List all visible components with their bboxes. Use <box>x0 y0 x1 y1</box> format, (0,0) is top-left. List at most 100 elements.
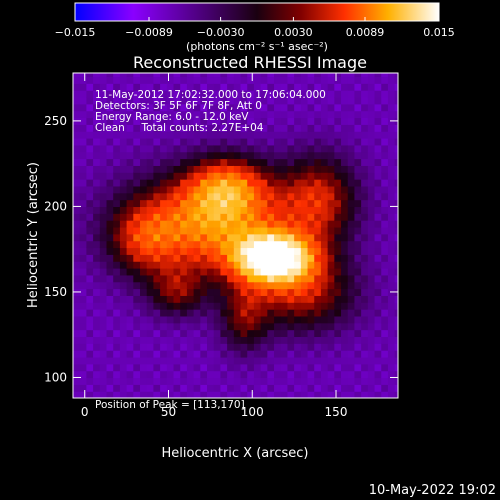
heatmap-cell <box>253 281 262 290</box>
heatmap-cell <box>213 83 222 91</box>
heatmap-cell <box>119 131 128 139</box>
heatmap-cell <box>233 131 242 139</box>
heatmap-cell <box>267 247 275 255</box>
heatmap-cell <box>247 281 255 290</box>
heatmap-cell <box>387 322 396 331</box>
heatmap-cell <box>146 343 155 351</box>
heatmap-cell <box>294 356 302 365</box>
heatmap-cell <box>334 274 342 283</box>
heatmap-cell <box>99 172 108 180</box>
heatmap-cell <box>341 363 349 372</box>
heatmap-cell <box>381 254 389 262</box>
heatmap-cell <box>267 73 275 78</box>
heatmap-cell <box>274 254 282 262</box>
heatmap-cell <box>166 363 175 372</box>
heatmap-cell <box>126 179 134 187</box>
heatmap-cell <box>307 343 315 351</box>
heatmap-cell <box>173 124 181 132</box>
annotation-detectors: Detectors: 3F 5F 6F 7F 8F, Att 0 <box>95 100 262 112</box>
heatmap-cell <box>327 199 335 208</box>
heatmap-cell <box>260 384 268 392</box>
heatmap-cell <box>186 233 195 242</box>
heatmap-cell <box>186 199 195 208</box>
heatmap-cell <box>367 377 376 385</box>
heatmap-cell <box>361 179 369 187</box>
heatmap-cell <box>300 131 309 139</box>
heatmap-cell <box>133 356 141 365</box>
heatmap-cell <box>327 350 335 358</box>
heatmap-cell <box>320 131 329 139</box>
heatmap-cell <box>300 240 309 249</box>
heatmap-cell <box>166 370 175 379</box>
heatmap-cell <box>280 322 289 331</box>
heatmap-cell <box>341 165 349 173</box>
heatmap-cell <box>186 124 195 132</box>
heatmap-image <box>73 73 398 398</box>
heatmap-cell <box>99 343 108 351</box>
heatmap-cell <box>153 151 161 160</box>
heatmap-cell <box>153 254 161 262</box>
heatmap-cell <box>126 73 134 78</box>
heatmap-cell <box>267 329 275 338</box>
heatmap-cell <box>294 124 302 132</box>
heatmap-cell <box>173 329 181 338</box>
heatmap-cell <box>73 295 81 303</box>
heatmap-cell <box>347 268 356 276</box>
heatmap-cell <box>307 151 315 160</box>
heatmap-cell <box>153 83 161 91</box>
heatmap-cell <box>86 343 94 351</box>
heatmap-cell <box>374 363 382 372</box>
heatmap-cell <box>106 158 114 166</box>
heatmap-cell <box>387 220 396 228</box>
heatmap-cell <box>86 90 94 98</box>
heatmap-cell <box>173 73 181 78</box>
heatmap-cell <box>247 73 255 78</box>
heatmap-cell <box>227 302 235 310</box>
heatmap-cell <box>113 384 121 392</box>
heatmap-cell <box>173 391 181 398</box>
heatmap-cell <box>240 110 248 119</box>
heatmap-cell <box>341 96 349 105</box>
heatmap-cell <box>126 165 134 173</box>
heatmap-cell <box>153 76 161 84</box>
heatmap-cell <box>146 240 155 249</box>
heatmap-cell <box>387 199 396 208</box>
heatmap-cell <box>267 165 275 173</box>
heatmap-cell <box>166 110 175 119</box>
heatmap-cell <box>133 281 141 290</box>
heatmap-cell <box>153 206 161 214</box>
heatmap-cell <box>227 268 235 276</box>
heatmap-cell <box>160 165 168 173</box>
heatmap-cell <box>294 329 302 338</box>
heatmap-cell <box>113 370 121 379</box>
heatmap-cell <box>334 199 342 208</box>
heatmap-cell <box>113 151 121 160</box>
heatmap-cell <box>126 356 134 365</box>
heatmap-cell <box>233 281 242 290</box>
heatmap-cell <box>247 384 255 392</box>
heatmap-cell <box>280 179 289 187</box>
heatmap-cell <box>367 302 376 310</box>
heatmap-cell <box>113 206 121 214</box>
heatmap-cell <box>374 172 382 180</box>
heatmap-cell <box>267 391 275 398</box>
heatmap-cell <box>361 254 369 262</box>
heatmap-cell <box>260 350 268 358</box>
heatmap-cell <box>173 384 181 392</box>
heatmap-cell <box>307 261 315 269</box>
heatmap-cell <box>367 336 376 344</box>
colorbar-ticks: −0.015 −0.0089 −0.0030 0.0030 0.0089 0.015 <box>55 17 455 39</box>
heatmap-cell <box>73 172 81 180</box>
heatmap-cell <box>73 384 81 392</box>
heatmap-cell <box>207 179 215 187</box>
heatmap-cell <box>287 240 295 249</box>
heatmap-cell <box>367 117 376 125</box>
heatmap-cell <box>381 302 389 310</box>
heatmap-cell <box>387 336 396 344</box>
heatmap-cell <box>233 315 242 324</box>
heatmap-cell <box>320 179 329 187</box>
heatmap-cell <box>387 261 396 269</box>
heatmap-cell <box>153 336 161 344</box>
heatmap-cell <box>334 179 342 187</box>
heatmap-cell <box>314 103 322 112</box>
